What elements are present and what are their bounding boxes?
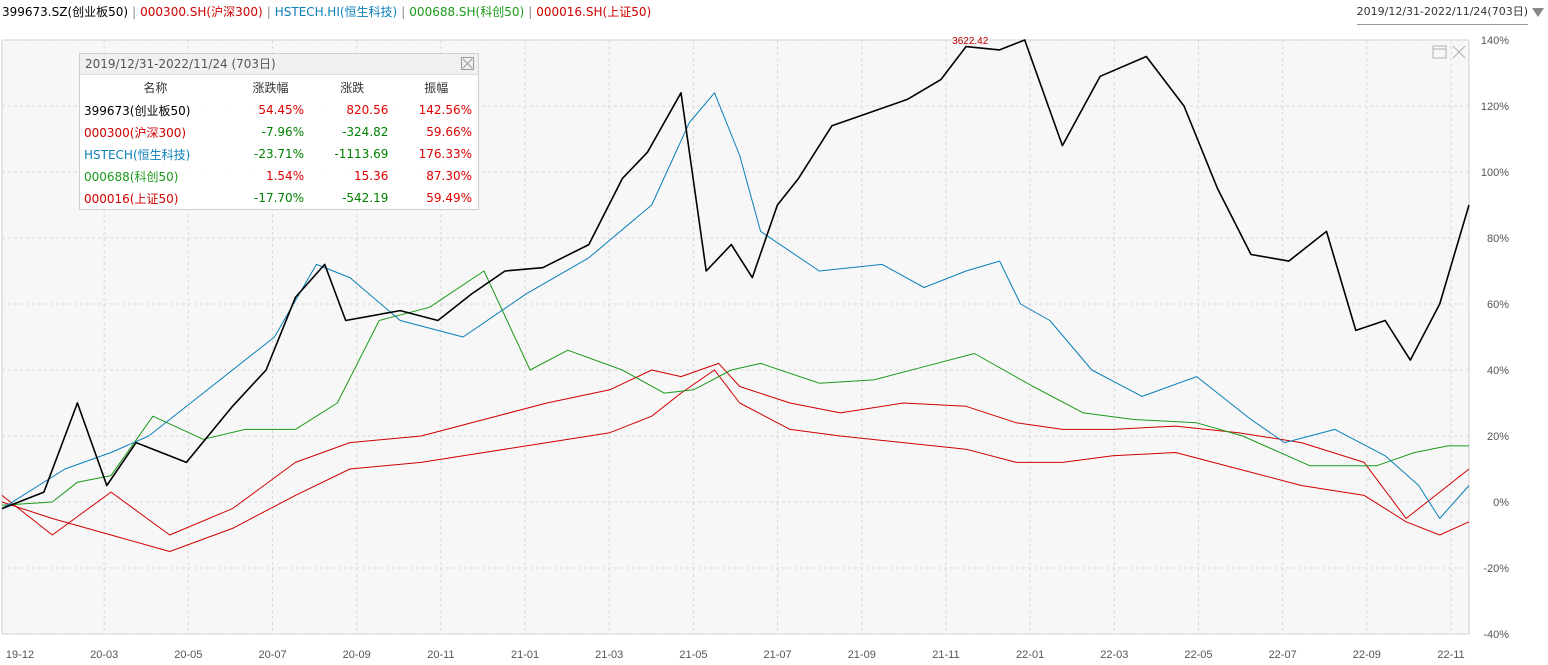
x-tick-label: 20-03 bbox=[90, 649, 118, 661]
stats-pct-cell: 1.54% bbox=[265, 169, 305, 183]
series-line bbox=[1, 39, 1470, 510]
legend-separator: | bbox=[528, 5, 533, 19]
legend-item[interactable]: 000688.SH(科创50) bbox=[409, 5, 525, 19]
stats-amp-cell: 59.66% bbox=[426, 125, 472, 139]
legend-bar: 399673.SZ(创业板50) | 000300.SH(沪深300) | HSTECH… bbox=[0, 0, 1548, 25]
y-tick-label: -40% bbox=[1483, 629, 1509, 641]
close-icon[interactable] bbox=[461, 57, 474, 70]
stats-chg-cell: -1113.69 bbox=[334, 147, 389, 161]
series-line bbox=[1, 270, 1469, 506]
window-controls bbox=[1432, 45, 1466, 59]
stats-name-cell: 000300(沪深300) bbox=[84, 125, 187, 140]
x-tick-label: 21-09 bbox=[848, 649, 876, 661]
x-tick-label: 22-09 bbox=[1353, 649, 1381, 661]
header-name: 名称 bbox=[143, 80, 168, 95]
legend-item[interactable]: 000016.SH(上证50) bbox=[536, 5, 652, 19]
legend-item[interactable]: 399673.SZ(创业板50) bbox=[2, 5, 129, 19]
stats-table: 名称 涨跌幅 涨跌 振幅 399673(创业板50) 54.45% 820.56 14… bbox=[80, 75, 478, 209]
stats-amp-cell: 176.33% bbox=[418, 147, 472, 161]
stats-amp-cell: 142.56% bbox=[418, 103, 472, 117]
stats-name-cell: HSTECH(恒生科技) bbox=[84, 147, 191, 162]
x-tick-label: 20-09 bbox=[343, 649, 371, 661]
y-tick-label: -20% bbox=[1483, 563, 1509, 575]
x-tick-label: 22-03 bbox=[1100, 649, 1128, 661]
series-line bbox=[1, 369, 1470, 552]
restore-icon[interactable] bbox=[1432, 45, 1447, 59]
range-selector[interactable]: 2019/12/31-2022/11/24(703日) bbox=[1356, 0, 1544, 25]
grid-lines bbox=[2, 39, 1469, 635]
x-tick-label: 21-01 bbox=[511, 649, 539, 661]
legend-item[interactable]: 000300.SH(沪深300) bbox=[140, 5, 263, 19]
y-tick-label: 120% bbox=[1481, 101, 1509, 113]
x-tick-label: 22-01 bbox=[1016, 649, 1044, 661]
y-tick-label: 60% bbox=[1487, 299, 1509, 311]
stats-chg-cell: -542.19 bbox=[342, 191, 389, 205]
y-tick-label: 100% bbox=[1481, 167, 1509, 179]
x-tick-label: 20-05 bbox=[174, 649, 202, 661]
stats-chg-cell: 15.36 bbox=[354, 169, 389, 183]
stats-pct-cell: -23.71% bbox=[254, 147, 305, 161]
header-amp: 振幅 bbox=[424, 80, 449, 95]
stats-panel-title: 2019/12/31-2022/11/24 (703日) bbox=[80, 54, 478, 75]
series-line bbox=[1, 362, 1470, 536]
stats-name-cell: 000688(科创50) bbox=[84, 169, 179, 184]
y-tick-label: 80% bbox=[1487, 233, 1509, 245]
x-tick-label: 21-05 bbox=[679, 649, 707, 661]
x-axis-labels: 19-12 20-03 20-05 20-07 20-09 20-11 21-01 21-03… bbox=[6, 649, 1465, 661]
stats-pct-cell: -17.70% bbox=[254, 191, 305, 205]
legend-separator: | bbox=[401, 5, 406, 19]
legend-separator: | bbox=[266, 5, 271, 19]
stats-row[interactable]: 000016(上证50) -17.70% -542.19 59.49% bbox=[80, 187, 478, 209]
y-tick-label: 20% bbox=[1487, 431, 1509, 443]
y-tick-label: 0% bbox=[1493, 497, 1509, 509]
series-lines bbox=[1, 39, 1470, 552]
stats-pct-cell: -7.96% bbox=[261, 125, 305, 139]
stats-row[interactable]: 000300(沪深300) -7.96% -324.82 59.66% bbox=[80, 121, 478, 143]
stats-name-cell: 399673(创业板50) bbox=[84, 103, 191, 118]
range-label: 2019/12/31-2022/11/24(703日) bbox=[1356, 0, 1528, 25]
stats-row[interactable]: HSTECH(恒生科技) -23.71% -1113.69 176.33% bbox=[80, 143, 478, 165]
x-tick-label: 21-07 bbox=[764, 649, 792, 661]
stats-pct-cell: 54.45% bbox=[258, 103, 305, 117]
legend-separator: | bbox=[132, 5, 137, 19]
dropdown-caret-icon bbox=[1532, 8, 1544, 17]
x-tick-label: 22-05 bbox=[1184, 649, 1212, 661]
stats-title-text: 2019/12/31-2022/11/24 (703日) bbox=[85, 57, 276, 71]
max-value-label: 3622.42 bbox=[952, 36, 989, 47]
stats-name-cell: 000016(上证50) bbox=[84, 191, 179, 206]
x-tick-label: 20-11 bbox=[427, 649, 454, 661]
y-axis-labels: 140% 120% 100% 80% 60% 40% 20% 0% -20% -40% bbox=[1481, 35, 1509, 641]
header-chg: 涨跌 bbox=[340, 80, 365, 95]
stats-row[interactable]: 399673(创业板50) 54.45% 820.56 142.56% bbox=[80, 99, 478, 121]
stats-amp-cell: 87.30% bbox=[426, 169, 472, 183]
x-tick-label: 19-12 bbox=[6, 649, 34, 661]
stats-chg-cell: 820.56 bbox=[346, 103, 389, 117]
series-line bbox=[1, 92, 1470, 519]
y-tick-label: 140% bbox=[1481, 35, 1509, 47]
x-tick-label: 22-11 bbox=[1437, 649, 1464, 661]
x-tick-label: 20-07 bbox=[258, 649, 286, 661]
stats-row[interactable]: 000688(科创50) 1.54% 15.36 87.30% bbox=[80, 165, 478, 187]
legend-item[interactable]: HSTECH.HI(恒生科技) bbox=[274, 5, 398, 19]
close-icon[interactable] bbox=[1452, 45, 1466, 59]
x-tick-label: 21-11 bbox=[932, 649, 959, 661]
stats-chg-cell: -324.82 bbox=[342, 125, 389, 139]
y-tick-label: 40% bbox=[1487, 365, 1509, 377]
stats-header-row: 名称 涨跌幅 涨跌 振幅 bbox=[80, 75, 478, 99]
header-pct: 涨跌幅 bbox=[252, 80, 289, 95]
x-tick-label: 21-03 bbox=[595, 649, 623, 661]
stats-amp-cell: 59.49% bbox=[426, 191, 472, 205]
stats-panel: 2019/12/31-2022/11/24 (703日) 名称 涨跌幅 涨跌 振… bbox=[79, 53, 479, 210]
legend-items: 399673.SZ(创业板50) | 000300.SH(沪深300) | HSTECH… bbox=[2, 0, 651, 24]
x-tick-label: 22-07 bbox=[1269, 649, 1297, 661]
